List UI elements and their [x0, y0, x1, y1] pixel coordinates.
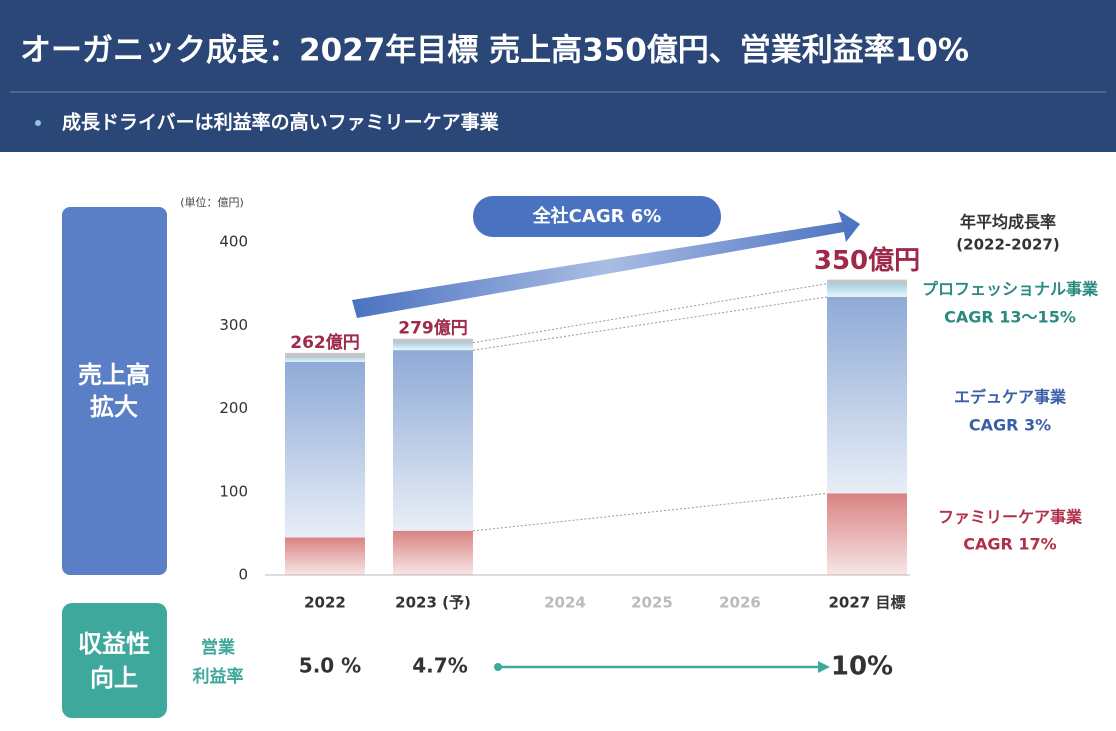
- x-tick-label: 2025: [631, 594, 673, 612]
- bar-segment: [285, 356, 365, 362]
- y-tick-label: 400: [219, 233, 248, 251]
- series-name: プロフェッショナル事業: [922, 280, 1099, 299]
- bar-segment: [393, 350, 473, 531]
- left-label: 拡大: [90, 393, 138, 421]
- y-tick-label: 100: [219, 482, 248, 500]
- bar-cap: [827, 279, 907, 285]
- left-box-profit: [62, 603, 167, 718]
- bar-segment: [285, 537, 365, 575]
- x-tick-label: 2026: [719, 594, 761, 612]
- bar-segment: [827, 283, 907, 297]
- left-label: 向上: [90, 664, 138, 692]
- series-note: CAGR 13〜15%: [944, 308, 1076, 327]
- margin-arrow-start: [494, 663, 502, 671]
- bar-cap: [393, 338, 473, 344]
- connector: [472, 283, 828, 344]
- total-label: 350億円: [814, 246, 920, 276]
- y-tick-label: 300: [219, 316, 248, 334]
- bar-segment: [393, 342, 473, 351]
- margin-label: 営業: [201, 637, 235, 658]
- cagr-label: 全社CAGR 6%: [532, 205, 662, 227]
- bar-segment: [827, 296, 907, 494]
- left-box-sales: [62, 207, 167, 575]
- connector: [472, 492, 828, 532]
- x-tick-label: 2027 目標: [829, 594, 906, 612]
- series-note: CAGR 17%: [963, 535, 1056, 554]
- x-tick-label: 2022: [304, 594, 346, 612]
- header-band: [0, 0, 1116, 152]
- bar-segment: [393, 530, 473, 575]
- bar-segment: [827, 493, 907, 575]
- series-note: CAGR 3%: [969, 416, 1051, 435]
- cagr-note: 年平均成長率: [960, 213, 1056, 232]
- x-tick-label: 2024: [544, 594, 586, 612]
- title: オーガニック成長：2027年目標 売上高350億円、営業利益率10%: [20, 33, 969, 69]
- bar-cap: [285, 352, 365, 358]
- cagr-pill: [473, 196, 721, 237]
- growth-arrow: [352, 210, 860, 318]
- series-name: エデュケア事業: [954, 388, 1067, 407]
- y-tick-label: 0: [238, 566, 248, 584]
- margin-value: 4.7%: [412, 654, 467, 678]
- left-label: 収益性: [78, 630, 150, 658]
- series-name: ファミリーケア事業: [938, 508, 1083, 527]
- cagr-note: (2022-2027): [956, 236, 1059, 254]
- y-tick-label: 200: [219, 399, 248, 417]
- margin-value: 10%: [831, 652, 893, 682]
- connector: [472, 296, 828, 351]
- margin-value: 5.0 %: [299, 654, 361, 678]
- x-tick-label: 2023 (予): [395, 594, 471, 612]
- margin-arrow-head: [818, 661, 830, 673]
- total-label: 262億円: [290, 332, 360, 353]
- bar-segment: [285, 361, 365, 538]
- unit-label: (単位：億円): [180, 195, 244, 209]
- left-label: 売上高: [78, 361, 150, 389]
- total-label: 279億円: [398, 318, 468, 339]
- bullet: [35, 120, 41, 126]
- margin-label: 利益率: [193, 666, 244, 687]
- subtitle: 成長ドライバーは利益率の高いファミリーケア事業: [62, 111, 500, 134]
